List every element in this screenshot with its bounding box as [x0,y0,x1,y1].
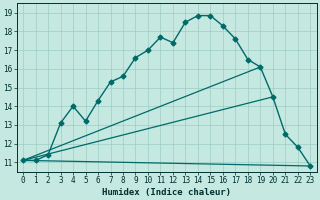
X-axis label: Humidex (Indice chaleur): Humidex (Indice chaleur) [102,188,231,197]
